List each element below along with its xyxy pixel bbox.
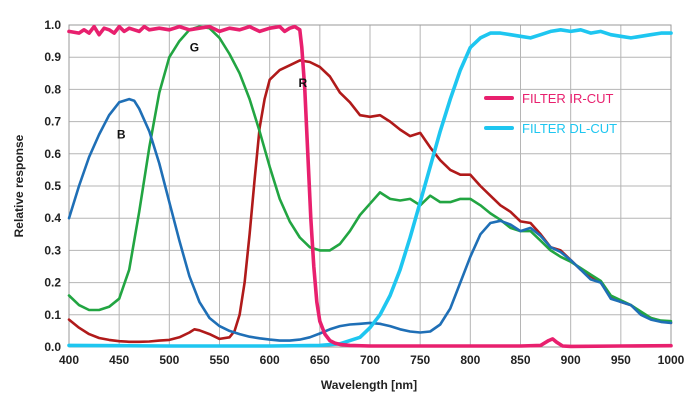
legend-label: FILTER IR-CUT	[522, 91, 614, 106]
series-group	[67, 24, 673, 349]
x-tick-label: 850	[510, 353, 530, 367]
curve-labels: G R B	[117, 41, 308, 142]
legend: FILTER IR-CUT FILTER DL-CUT	[484, 91, 617, 136]
y-tick-label: 0.3	[44, 243, 61, 257]
x-tick-label: 500	[159, 353, 179, 367]
x-tick-label: 550	[209, 353, 229, 367]
curve-label-b: B	[117, 127, 126, 141]
x-tick-label: 450	[109, 353, 129, 367]
x-tick-label: 650	[310, 353, 330, 367]
x-tick-label: 950	[611, 353, 631, 367]
y-tick-label: 0.4	[44, 211, 61, 225]
grid	[68, 24, 672, 348]
y-tick-label: 0.0	[44, 340, 61, 354]
series-line-filter-ir-cut	[67, 24, 673, 349]
y-tick-label: 0.6	[44, 147, 61, 161]
y-tick-label: 0.7	[44, 115, 61, 129]
y-tick-label: 0.1	[44, 308, 61, 322]
curve-label-r: R	[298, 76, 307, 90]
x-tick-label: 600	[260, 353, 280, 367]
x-tick-label: 800	[460, 353, 480, 367]
y-tick-label: 0.9	[44, 50, 61, 64]
curve-label-g: G	[190, 41, 199, 55]
series-line-filter-dl-cut	[67, 28, 673, 348]
axes: Wavelength [nm] Relative response 400 450…	[12, 18, 685, 392]
x-tick-label: 750	[410, 353, 430, 367]
y-tick-label: 1.0	[44, 18, 61, 32]
y-tick-label: 0.8	[44, 82, 61, 96]
series-line-b	[67, 97, 673, 342]
x-axis-title: Wavelength [nm]	[321, 378, 417, 392]
x-tick-label: 1000	[658, 353, 685, 367]
x-tick-label: 700	[360, 353, 380, 367]
y-tick-label: 0.5	[44, 179, 61, 193]
x-tick-label: 900	[561, 353, 581, 367]
legend-label: FILTER DL-CUT	[522, 121, 617, 136]
y-axis-title: Relative response	[12, 134, 26, 237]
y-tick-label: 0.2	[44, 276, 61, 290]
x-tick-label: 400	[59, 353, 79, 367]
